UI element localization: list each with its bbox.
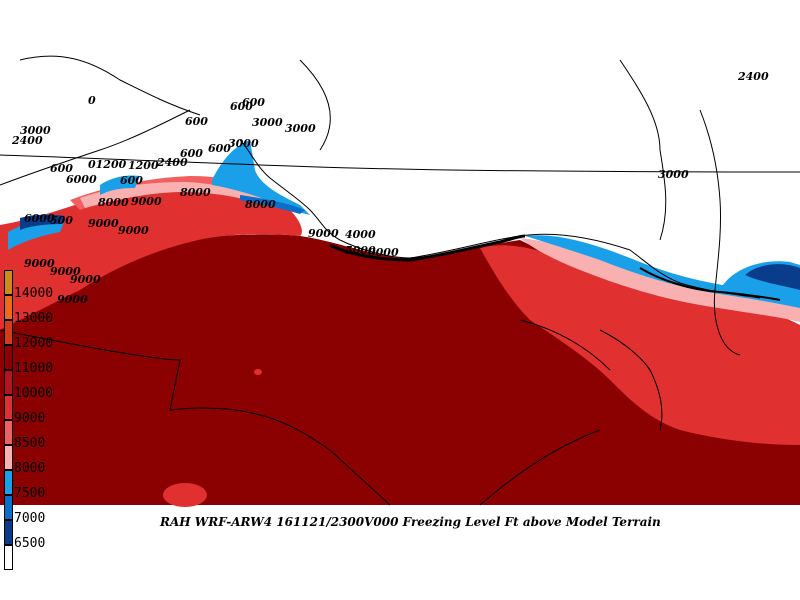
contour-label: 2400 [737,70,769,83]
field-7500-west [212,140,310,215]
contour-label: 600 [230,100,253,113]
contour-label: 9000 [88,217,119,230]
contour-label: 3000 [228,137,259,150]
contour-label: 600 [120,174,143,187]
legend-label: 9000 [14,411,46,426]
contour-label: 9000 [131,195,162,208]
contour-label: 1200 [128,159,159,172]
legend-swatch [4,320,13,345]
contour-label: 8000 [245,198,276,211]
legend-swatch [4,395,13,420]
contour-label: 6000 [24,212,55,225]
legend-swatch [4,420,13,445]
contour-label: 3000 [658,168,689,181]
contour-label: 5000 [345,244,376,257]
contour-label: 600 [180,147,203,160]
contour-label: 2400 [11,134,43,147]
legend-swatch [4,345,13,370]
legend-label: 7000 [14,511,46,526]
contour-label: 3000 [20,124,51,137]
contour-label: 600 [208,142,231,155]
legend-label: 12000 [14,336,54,351]
legend-label: 10000 [14,386,54,401]
contour-label: 9000 [308,227,339,240]
contour-label: 8000 [180,186,211,199]
contour-label: 3000 [252,116,283,129]
legend-swatch [4,370,13,395]
field-9000-west [0,187,302,330]
legend-swatch [4,295,13,320]
contour-label: 8000 [98,196,129,209]
field-9000-east [480,245,800,445]
legend-swatch [4,495,13,520]
map-caption: RAH WRF-ARW4 161121/2300V000 Freezing Le… [160,515,661,529]
contour-label: 9000 [57,293,88,306]
legend-label: 14000 [14,286,54,301]
contour-label: 600 [185,115,208,128]
legend-label: 8000 [14,461,46,476]
legend-label: 8500 [14,436,46,451]
contour-label: 500 [50,214,73,227]
legend-label: 7500 [14,486,46,501]
contour-label: 6000 [66,173,97,186]
legend-swatch [4,520,13,545]
contour-label: 600 [50,162,73,175]
legend-swatch [4,470,13,495]
contour-label: 9000 [118,224,149,237]
legend-label: 13000 [14,311,54,326]
contour-label: 3000 [285,122,316,135]
legend-swatch [4,270,13,295]
contour-label: 9000 [70,273,101,286]
contour-label: 2400 [156,156,188,169]
legend-swatch [4,545,13,570]
legend-swatch [4,445,13,470]
contour-label: 9000 [24,257,55,270]
contour-label: 600 [242,96,265,109]
contour-label: 9000 [50,265,81,278]
contour-label: 0 [88,94,96,107]
contour-label: 4000 [345,228,376,241]
legend-label: 6500 [14,536,46,551]
legend-label: 11000 [14,361,54,376]
contour-label: 0000 [368,246,399,259]
contour-label: 01200 [88,158,127,171]
